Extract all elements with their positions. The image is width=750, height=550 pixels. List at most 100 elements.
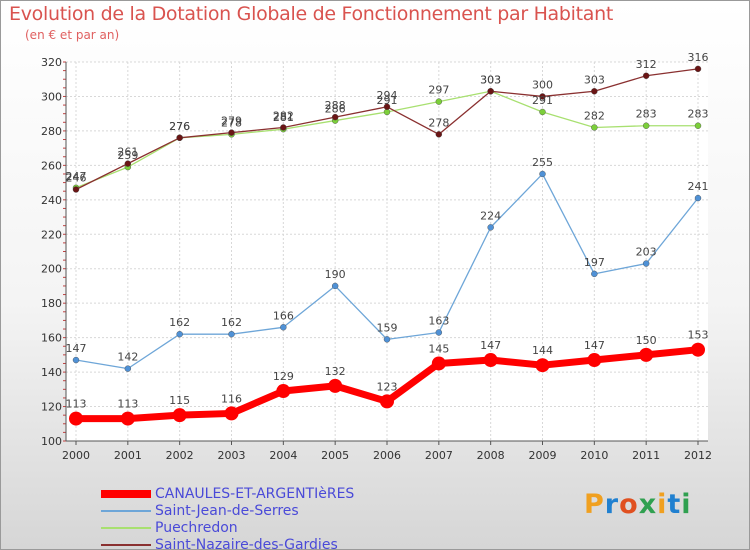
data-point — [435, 131, 443, 138]
data-point — [539, 93, 546, 100]
data-label: 115 — [169, 394, 190, 407]
data-point — [383, 336, 391, 343]
data-label: 203 — [636, 246, 657, 259]
data-label: 276 — [169, 120, 190, 133]
legend-item: Saint-Jean-de-Serres — [101, 502, 354, 519]
data-label: 147 — [480, 339, 501, 352]
legend-label: Puechredon — [155, 519, 238, 536]
data-point — [587, 353, 602, 368]
x-tick-label: 2003 — [218, 449, 246, 462]
x-tick-label: 2005 — [321, 449, 349, 462]
data-label: 303 — [480, 73, 501, 86]
data-label: 282 — [584, 109, 605, 122]
y-tick-label: 200 — [41, 263, 62, 276]
brand-logo: Proxiti — [584, 489, 692, 520]
data-point — [694, 122, 702, 129]
data-label: 132 — [325, 365, 346, 378]
data-label: 282 — [273, 109, 294, 122]
legend-swatch — [101, 509, 151, 512]
data-point — [483, 353, 498, 368]
data-label: 283 — [636, 108, 657, 121]
y-tick-label: 240 — [41, 194, 62, 207]
data-label: 288 — [325, 99, 346, 112]
data-point — [228, 330, 235, 338]
y-tick-label: 260 — [41, 159, 62, 172]
data-point — [487, 88, 494, 95]
data-label: 197 — [584, 256, 605, 269]
data-label: 291 — [532, 94, 553, 107]
data-label: 144 — [532, 344, 553, 357]
x-tick-label: 2009 — [529, 449, 557, 462]
data-point — [691, 342, 705, 357]
data-point — [535, 358, 550, 373]
x-tick-label: 2006 — [373, 449, 401, 462]
data-point — [431, 356, 446, 371]
brand-letter: i — [681, 489, 692, 520]
data-label: 142 — [117, 351, 138, 364]
data-point — [72, 186, 80, 193]
data-label: 150 — [636, 334, 657, 347]
data-point — [276, 384, 291, 399]
data-point — [591, 270, 598, 278]
data-point — [124, 160, 132, 167]
y-tick-label: 140 — [41, 366, 62, 379]
data-point — [642, 260, 650, 267]
data-point — [639, 347, 654, 362]
data-label: 159 — [377, 321, 398, 334]
data-label: 259 — [117, 149, 138, 162]
legend-swatch — [101, 543, 151, 546]
data-label: 113 — [66, 398, 87, 411]
data-label: 300 — [532, 78, 553, 91]
data-label: 123 — [377, 380, 398, 393]
legend-label: Saint-Jean-de-Serres — [155, 502, 299, 519]
data-point — [69, 411, 83, 426]
chart-subtitle: (en € et par an) — [25, 28, 120, 42]
data-point — [224, 406, 239, 421]
x-tick-label: 2011 — [632, 449, 660, 462]
y-tick-label: 320 — [41, 56, 62, 69]
data-label: 116 — [221, 392, 242, 405]
data-point — [694, 194, 702, 202]
data-point — [435, 329, 443, 336]
data-label: 190 — [325, 268, 346, 281]
data-point — [591, 88, 598, 95]
data-point — [383, 103, 391, 110]
legend-swatch — [101, 526, 151, 529]
x-tick-label: 2000 — [62, 449, 90, 462]
legend-label: Saint-Nazaire-des-Gardies — [155, 536, 338, 550]
data-label: 166 — [273, 309, 294, 322]
data-label: 294 — [377, 89, 398, 102]
data-point — [331, 282, 339, 290]
legend-label: CANAULES-ET-ARGENTIèRES — [155, 485, 355, 502]
data-label: 316 — [688, 51, 709, 64]
data-point — [172, 408, 187, 423]
brand-letter: i — [657, 489, 668, 520]
data-label: 153 — [688, 329, 709, 342]
data-point — [642, 72, 650, 79]
y-tick-label: 100 — [41, 435, 62, 448]
data-point — [176, 134, 183, 142]
y-tick-label: 280 — [41, 125, 62, 138]
brand-letter: t — [667, 489, 682, 520]
data-point — [694, 65, 702, 73]
y-tick-label: 120 — [41, 401, 62, 414]
x-tick-label: 2001 — [114, 449, 142, 462]
data-label: 276 — [169, 120, 190, 133]
brand-letter: P — [584, 489, 605, 520]
data-label: 145 — [428, 342, 449, 355]
data-point — [120, 411, 135, 426]
data-label: 303 — [480, 73, 501, 86]
y-tick-label: 180 — [41, 297, 62, 310]
data-label: 286 — [325, 103, 346, 116]
data-point — [176, 330, 183, 338]
data-point — [328, 378, 343, 393]
brand-letter: r — [604, 489, 620, 520]
data-point — [487, 224, 494, 231]
data-point — [539, 108, 546, 116]
data-point — [72, 356, 80, 364]
data-label: 129 — [273, 370, 294, 383]
y-tick-label: 160 — [41, 332, 62, 345]
data-label: 297 — [428, 84, 449, 97]
data-label: 162 — [221, 316, 242, 329]
